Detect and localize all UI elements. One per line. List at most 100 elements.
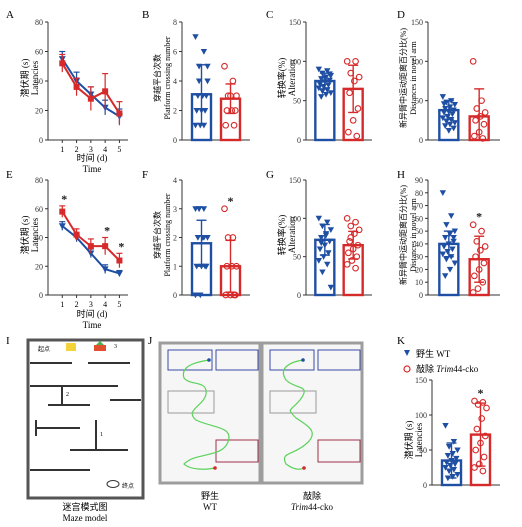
chart-e-ytick-label: 80: [35, 176, 43, 185]
axis-title-g: 转换率(%) Alteration: [276, 215, 297, 256]
data-point: [221, 205, 228, 213]
data-point: [469, 57, 477, 65]
chart-a-ytick-label: 40: [35, 77, 43, 86]
data-point: [446, 231, 454, 237]
chart-g-ytick-label: 150: [289, 176, 301, 185]
panel-label-b: B: [142, 9, 149, 21]
data-point: [446, 104, 454, 111]
data-point: [471, 464, 478, 471]
data-point: [229, 234, 237, 241]
data-point: [480, 259, 488, 267]
chart-b-ytick-label: 2: [173, 107, 177, 116]
data-point: [444, 475, 452, 482]
data-point: [346, 237, 353, 245]
svg-text:Distances in novel arm: Distances in novel arm: [409, 197, 418, 271]
data-point: [87, 95, 94, 102]
chart-f-ytick-label: 0: [173, 291, 177, 300]
data-point: [101, 266, 109, 273]
data-point: [228, 107, 236, 114]
data-point: [477, 246, 484, 254]
data-point: [447, 462, 454, 469]
data-point: [477, 439, 484, 447]
maze-end-label: 终点: [122, 482, 134, 490]
data-point: [87, 243, 94, 250]
data-point: [193, 107, 200, 114]
legend-ko-label: 敲除 Trim44-cko: [416, 363, 479, 374]
svg-text:潜伏期 (s): 潜伏期 (s): [403, 421, 414, 460]
data-point: [352, 264, 359, 272]
data-point: [224, 92, 232, 100]
data-point: [449, 474, 456, 480]
track-ko-label-en: Trim44-cko: [291, 502, 334, 512]
data-point: [73, 83, 80, 90]
data-point: [324, 261, 331, 268]
data-point: [450, 125, 457, 132]
data-point: [442, 234, 449, 241]
data-point: [324, 68, 331, 74]
chart-d-ytick-label: 100: [411, 57, 423, 66]
significance-star: *: [476, 210, 482, 224]
xtick-label: 2: [75, 145, 79, 154]
data-point: [445, 443, 453, 450]
svg-text:潜伏期 (s): 潜伏期 (s): [19, 216, 30, 255]
data-point: [321, 79, 329, 85]
data-point: [448, 116, 455, 123]
data-point: [479, 135, 487, 142]
legend-wt-label: 野生 WT: [416, 348, 451, 359]
panel-label-e: E: [6, 169, 13, 181]
data-point: [346, 89, 353, 97]
data-point: [203, 93, 210, 99]
data-point: [87, 250, 95, 257]
significance-star: *: [118, 239, 124, 253]
svg-text:Latencies: Latencies: [30, 217, 40, 252]
chart-a-ytick-label: 60: [35, 48, 43, 57]
data-point: [223, 262, 231, 270]
svg-text:新异臂中运动距离百分比(%): 新异臂中运动距离百分比(%): [398, 28, 408, 128]
axis-title-e: 潜伏期 (s) Latencies: [19, 216, 40, 255]
data-point: [440, 109, 448, 116]
maze-title-cn: 迷宫模式图: [62, 501, 107, 512]
xtick-label: 1: [60, 145, 64, 154]
significance-star: *: [478, 386, 484, 400]
data-point: [223, 107, 231, 114]
xtick-label: 3: [89, 300, 93, 309]
xtick-label: 5: [117, 145, 121, 154]
data-point: [475, 128, 483, 136]
data-point: [326, 77, 333, 84]
data-point: [326, 71, 333, 78]
data-point: [343, 260, 351, 268]
xtick-label: 3: [89, 145, 93, 154]
data-point: [480, 453, 488, 461]
chart-d-novel-arm-bars: 0 50 100 150: [411, 18, 500, 145]
chart-h-ytick-label: 50: [415, 227, 423, 236]
chart-d-ytick-label: 50: [415, 97, 423, 106]
svg-text:穿越平台次数: 穿越平台次数: [152, 54, 162, 102]
chart-e-ytick-label: 20: [35, 262, 43, 271]
axis-title-d: 新异臂中运动距离百分比(%) Distances in novel arm: [398, 28, 418, 128]
data-point: [200, 206, 208, 212]
data-point: [483, 404, 490, 412]
data-point: [355, 73, 363, 81]
data-point: [58, 223, 66, 230]
chart-c-ytick-label: 50: [293, 97, 301, 106]
chart-h-ytick-label: 10: [415, 278, 423, 287]
data-point: [480, 120, 488, 128]
data-point: [318, 76, 325, 82]
legend-ko-marker-icon: [403, 365, 411, 373]
data-point: [204, 63, 211, 70]
data-point: [193, 263, 200, 270]
chart-h-ytick-label: 40: [415, 240, 423, 249]
data-point: [327, 284, 335, 291]
chart-h-ytick-label: 80: [415, 189, 423, 198]
data-point: [448, 457, 455, 464]
data-point: [477, 113, 484, 120]
data-point: [345, 128, 352, 136]
data-point: [353, 253, 361, 261]
xlabel-cn-a: 时间 (d): [77, 152, 108, 163]
data-point: [200, 122, 208, 129]
data-point: [442, 273, 449, 280]
data-point: [59, 208, 66, 215]
data-point: [353, 132, 361, 140]
data-point: [204, 78, 211, 85]
data-point: [439, 190, 447, 196]
